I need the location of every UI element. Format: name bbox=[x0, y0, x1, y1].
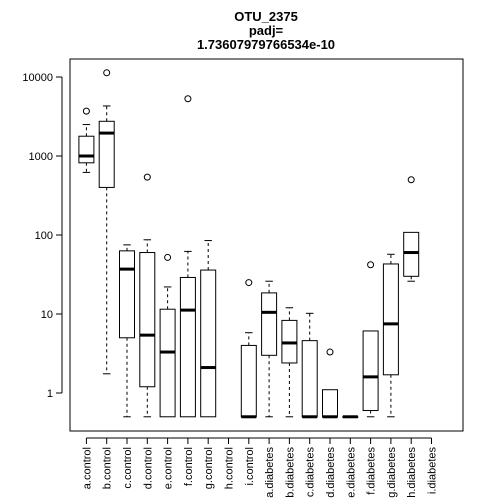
box-iqr bbox=[98, 120, 115, 188]
x-category-label: a.control bbox=[81, 447, 93, 489]
box-e.diabetes bbox=[342, 415, 359, 419]
box-iqr bbox=[78, 135, 95, 164]
box-iqr bbox=[179, 276, 196, 418]
box-iqr bbox=[240, 344, 257, 418]
box-iqr bbox=[362, 330, 379, 412]
box-i.control bbox=[240, 279, 257, 419]
box-iqr bbox=[403, 231, 420, 277]
y-tick-label: 1000 bbox=[29, 151, 53, 163]
x-category-label: e.control bbox=[163, 447, 175, 489]
box-a.control bbox=[78, 107, 95, 173]
x-category-label: c.diabetes bbox=[305, 447, 317, 498]
x-category-label: a.diabetes bbox=[264, 447, 276, 498]
outlier-point bbox=[367, 261, 375, 269]
box-iqr bbox=[301, 340, 318, 418]
box-f.control bbox=[179, 95, 196, 418]
x-category-label: f.control bbox=[183, 447, 195, 486]
outlier-point bbox=[143, 173, 151, 181]
x-category-label: c.control bbox=[122, 447, 134, 489]
x-category-label: g.control bbox=[203, 447, 215, 489]
y-tick-label: 1 bbox=[47, 388, 53, 400]
x-category-label: i.diabetes bbox=[427, 447, 439, 495]
x-category-label: i.control bbox=[244, 447, 256, 486]
box-iqr bbox=[261, 292, 278, 356]
plot-frame bbox=[69, 58, 464, 432]
boxes-group bbox=[78, 69, 420, 419]
x-category-label: b.diabetes bbox=[284, 447, 296, 498]
chart-title-line-1: OTU_2375 bbox=[234, 9, 298, 24]
y-axis: 1 10 100 1000 10000 bbox=[22, 72, 63, 400]
y-tick-label: 100 bbox=[35, 230, 53, 242]
box-iqr bbox=[119, 250, 135, 339]
x-category-label: f.diabetes bbox=[366, 447, 378, 495]
outlier-point bbox=[103, 69, 111, 77]
box-iqr bbox=[322, 389, 338, 418]
x-category-label: b.control bbox=[102, 447, 114, 489]
chart-title-line-2: padj= bbox=[249, 23, 284, 38]
outlier-point bbox=[407, 176, 415, 184]
x-category-label: d.diabetes bbox=[325, 447, 337, 498]
x-category-label: h.diabetes bbox=[406, 447, 418, 498]
box-g.diabetes bbox=[382, 253, 399, 418]
outlier-point bbox=[245, 279, 253, 287]
y-tick-label: 10000 bbox=[22, 72, 53, 84]
box-a.diabetes bbox=[261, 280, 278, 418]
box-c.diabetes bbox=[301, 312, 318, 419]
box-d.diabetes bbox=[322, 348, 338, 419]
outlier-point bbox=[326, 348, 334, 356]
outlier-point bbox=[184, 95, 192, 103]
y-tick-label: 10 bbox=[41, 309, 53, 321]
x-category-label: h.control bbox=[224, 447, 236, 489]
x-category-label: e.diabetes bbox=[345, 447, 357, 498]
box-g.control bbox=[200, 240, 217, 418]
box-c.control bbox=[119, 244, 135, 418]
box-b.diabetes bbox=[281, 307, 298, 418]
box-h.diabetes bbox=[403, 176, 420, 282]
x-category-label: d.control bbox=[142, 447, 154, 489]
box-b.control bbox=[98, 69, 115, 375]
chart-title-line-3: 1.73607979766534e-10 bbox=[197, 37, 335, 52]
box-iqr bbox=[159, 308, 176, 418]
outlier-point bbox=[82, 107, 90, 115]
box-e.control bbox=[159, 253, 176, 418]
box-d.control bbox=[139, 173, 156, 418]
x-axis: a.control b.control c.control d.control e.co… bbox=[81, 437, 439, 498]
box-f.diabetes bbox=[362, 261, 379, 418]
box-iqr bbox=[139, 252, 156, 388]
box-iqr bbox=[200, 269, 217, 418]
x-category-label: g.diabetes bbox=[386, 447, 398, 498]
box-iqr bbox=[382, 263, 399, 376]
outlier-point bbox=[164, 253, 172, 261]
